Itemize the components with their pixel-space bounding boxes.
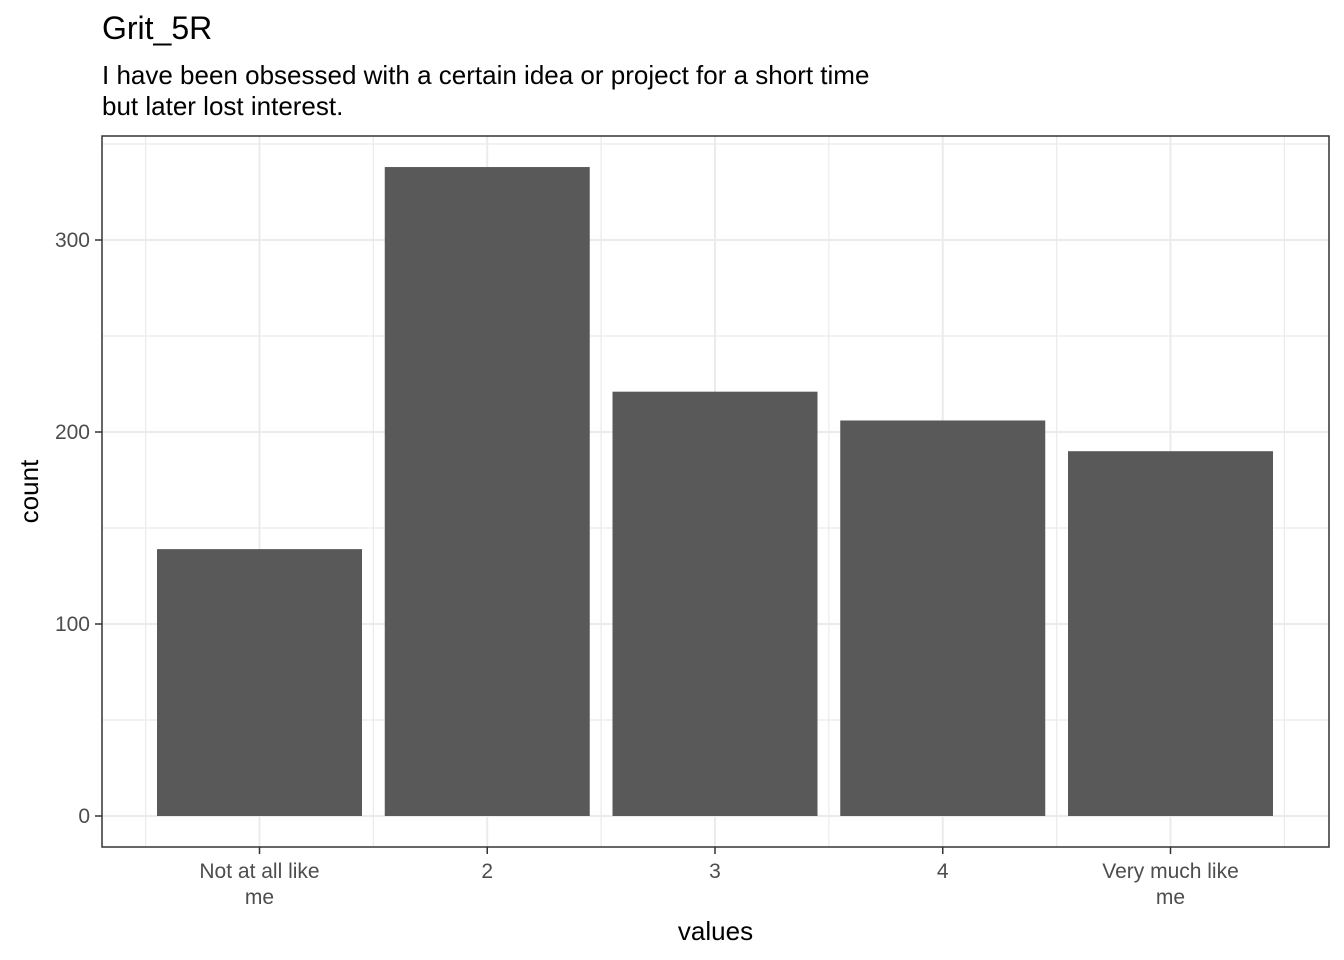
- chart-title: Grit_5R: [102, 10, 213, 46]
- x-tick-label-line: me: [1156, 886, 1185, 909]
- x-tick-label: 3: [709, 860, 721, 883]
- x-tick-label: Not at all like me: [199, 860, 319, 909]
- bar: [384, 167, 590, 817]
- x-tick-label-line: Not at all like: [199, 860, 319, 883]
- x-tick-label-line: me: [245, 886, 274, 909]
- bar: [612, 391, 818, 816]
- x-tick-label-line: 4: [937, 860, 949, 883]
- y-tick-label: 0: [78, 805, 90, 828]
- x-tick-label-line: 2: [481, 860, 493, 883]
- y-axis-title: count: [14, 459, 44, 523]
- x-tick-label: 2: [481, 860, 493, 883]
- y-tick-label: 100: [55, 613, 90, 636]
- chart-subtitle-line-1: I have been obsessed with a certain idea…: [102, 60, 870, 90]
- x-axis-title: values: [678, 916, 753, 946]
- bar: [157, 549, 362, 816]
- x-tick-label: 4: [937, 860, 949, 883]
- x-tick-label-line: 3: [709, 860, 721, 883]
- x-axis: Not at all like me 2 3 4 Very much like me: [199, 847, 1239, 909]
- y-tick-label: 200: [55, 421, 90, 444]
- bar: [840, 420, 1046, 816]
- y-tick-label: 300: [55, 229, 90, 252]
- x-tick-label: Very much like me: [1102, 860, 1239, 909]
- chart-subtitle-line-2: but later lost interest.: [102, 91, 344, 121]
- bar: [1068, 451, 1273, 816]
- y-axis: 0 100 200 300: [55, 229, 102, 828]
- bars: [157, 167, 1273, 817]
- x-tick-label-line: Very much like: [1102, 860, 1239, 883]
- chart-subtitle: I have been obsessed with a certain idea…: [102, 60, 1002, 122]
